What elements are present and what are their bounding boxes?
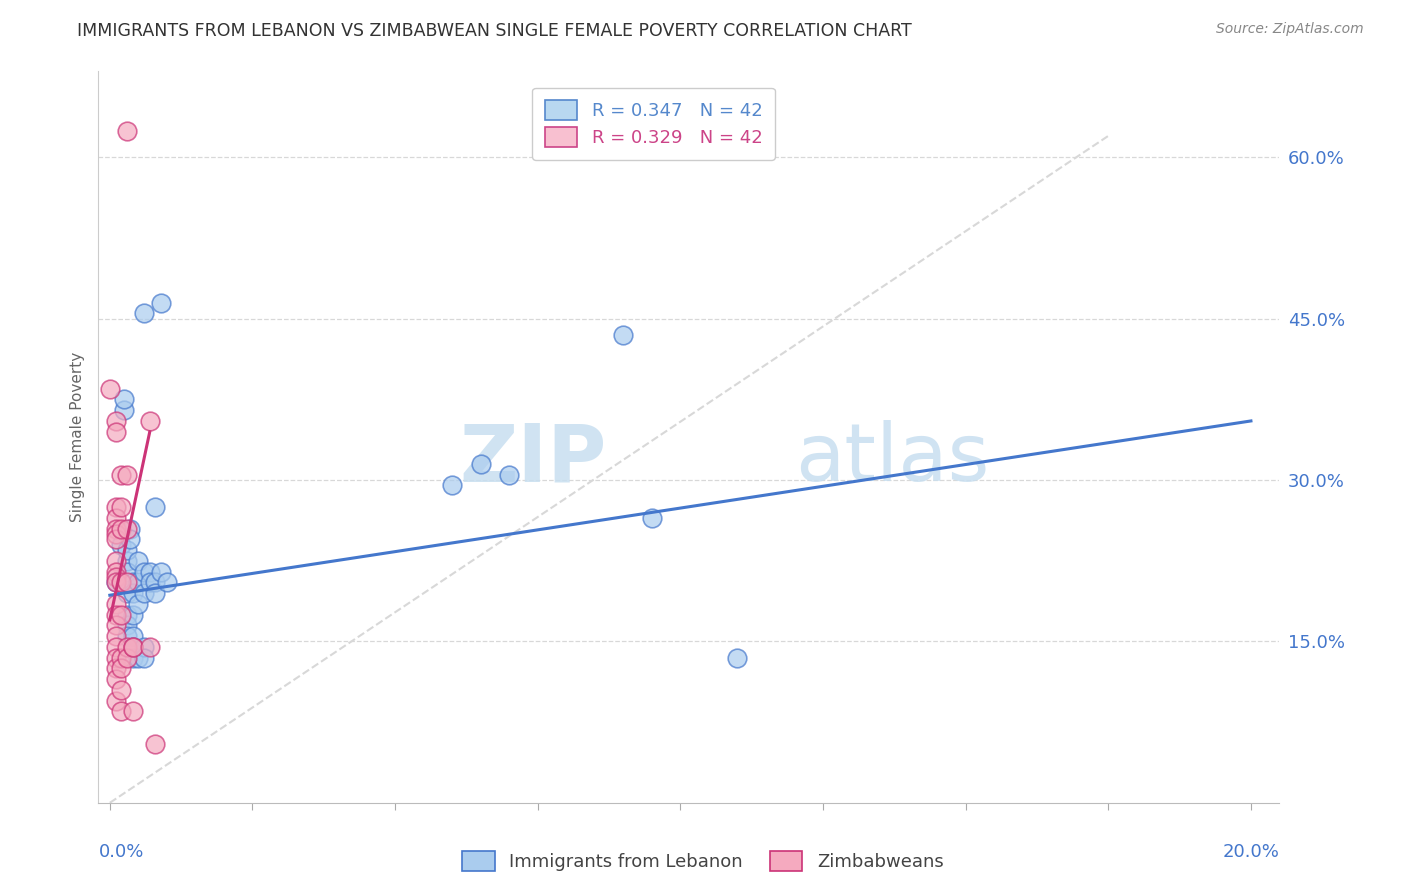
Point xyxy=(115,521,138,535)
Point xyxy=(104,575,127,590)
Point xyxy=(104,693,127,707)
Point xyxy=(115,586,138,600)
Point xyxy=(110,682,132,697)
Point xyxy=(115,565,138,579)
Point xyxy=(139,565,162,579)
Point xyxy=(139,640,162,654)
Point xyxy=(132,565,155,579)
Point xyxy=(110,661,132,675)
Point xyxy=(121,705,143,719)
Point xyxy=(145,575,167,590)
Point xyxy=(132,640,155,654)
Text: atlas: atlas xyxy=(796,420,990,498)
Point xyxy=(110,467,132,482)
Point xyxy=(139,575,162,590)
Point xyxy=(641,510,664,524)
Point xyxy=(725,650,748,665)
Point xyxy=(115,618,138,632)
Point xyxy=(104,533,127,547)
Point xyxy=(145,500,167,514)
Point xyxy=(110,575,132,590)
Point xyxy=(132,306,155,320)
Point xyxy=(112,392,135,407)
Point xyxy=(612,327,634,342)
Point xyxy=(121,640,143,654)
Point xyxy=(127,554,149,568)
Point xyxy=(127,650,149,665)
Point xyxy=(104,521,127,535)
Point xyxy=(118,521,141,535)
Point xyxy=(115,629,138,643)
Point xyxy=(121,640,143,654)
Point xyxy=(127,597,149,611)
Point xyxy=(104,640,127,654)
Point xyxy=(150,295,173,310)
Point xyxy=(121,629,143,643)
Point xyxy=(110,500,132,514)
Point xyxy=(104,570,127,584)
Point xyxy=(150,565,173,579)
Point xyxy=(115,467,138,482)
Point xyxy=(121,575,143,590)
Point xyxy=(121,640,143,654)
Point xyxy=(127,575,149,590)
Point xyxy=(441,478,464,492)
Point xyxy=(115,554,138,568)
Point xyxy=(115,543,138,558)
Point xyxy=(104,618,127,632)
Point xyxy=(104,661,127,675)
Point xyxy=(145,586,167,600)
Text: Source: ZipAtlas.com: Source: ZipAtlas.com xyxy=(1216,22,1364,37)
Point xyxy=(104,565,127,579)
Point xyxy=(104,500,127,514)
Point xyxy=(132,586,155,600)
Point xyxy=(98,382,121,396)
Point xyxy=(110,650,132,665)
Point xyxy=(104,425,127,439)
Point xyxy=(104,629,127,643)
Point xyxy=(121,586,143,600)
Point xyxy=(121,650,143,665)
Point xyxy=(498,467,520,482)
Point xyxy=(139,414,162,428)
Point xyxy=(104,607,127,622)
Point xyxy=(104,527,127,541)
Legend: R = 0.347   N = 42, R = 0.329   N = 42: R = 0.347 N = 42, R = 0.329 N = 42 xyxy=(531,87,775,160)
Text: ZIP: ZIP xyxy=(458,420,606,498)
Text: 20.0%: 20.0% xyxy=(1223,843,1279,861)
Point xyxy=(156,575,179,590)
Text: IMMIGRANTS FROM LEBANON VS ZIMBABWEAN SINGLE FEMALE POVERTY CORRELATION CHART: IMMIGRANTS FROM LEBANON VS ZIMBABWEAN SI… xyxy=(77,22,912,40)
Point xyxy=(110,607,132,622)
Point xyxy=(104,575,127,590)
Point xyxy=(110,521,132,535)
Point xyxy=(115,640,138,654)
Point xyxy=(104,414,127,428)
Y-axis label: Single Female Poverty: Single Female Poverty xyxy=(70,352,86,522)
Point xyxy=(110,705,132,719)
Legend: Immigrants from Lebanon, Zimbabweans: Immigrants from Lebanon, Zimbabweans xyxy=(456,844,950,879)
Point xyxy=(110,538,132,552)
Point xyxy=(104,672,127,686)
Point xyxy=(115,650,138,665)
Point xyxy=(470,457,492,471)
Point xyxy=(121,607,143,622)
Point xyxy=(115,123,138,137)
Point xyxy=(115,575,138,590)
Text: 0.0%: 0.0% xyxy=(98,843,143,861)
Point xyxy=(115,607,138,622)
Point xyxy=(145,737,167,751)
Point xyxy=(104,597,127,611)
Point xyxy=(112,403,135,417)
Point xyxy=(104,554,127,568)
Point xyxy=(104,510,127,524)
Point xyxy=(118,533,141,547)
Point xyxy=(104,650,127,665)
Point xyxy=(132,650,155,665)
